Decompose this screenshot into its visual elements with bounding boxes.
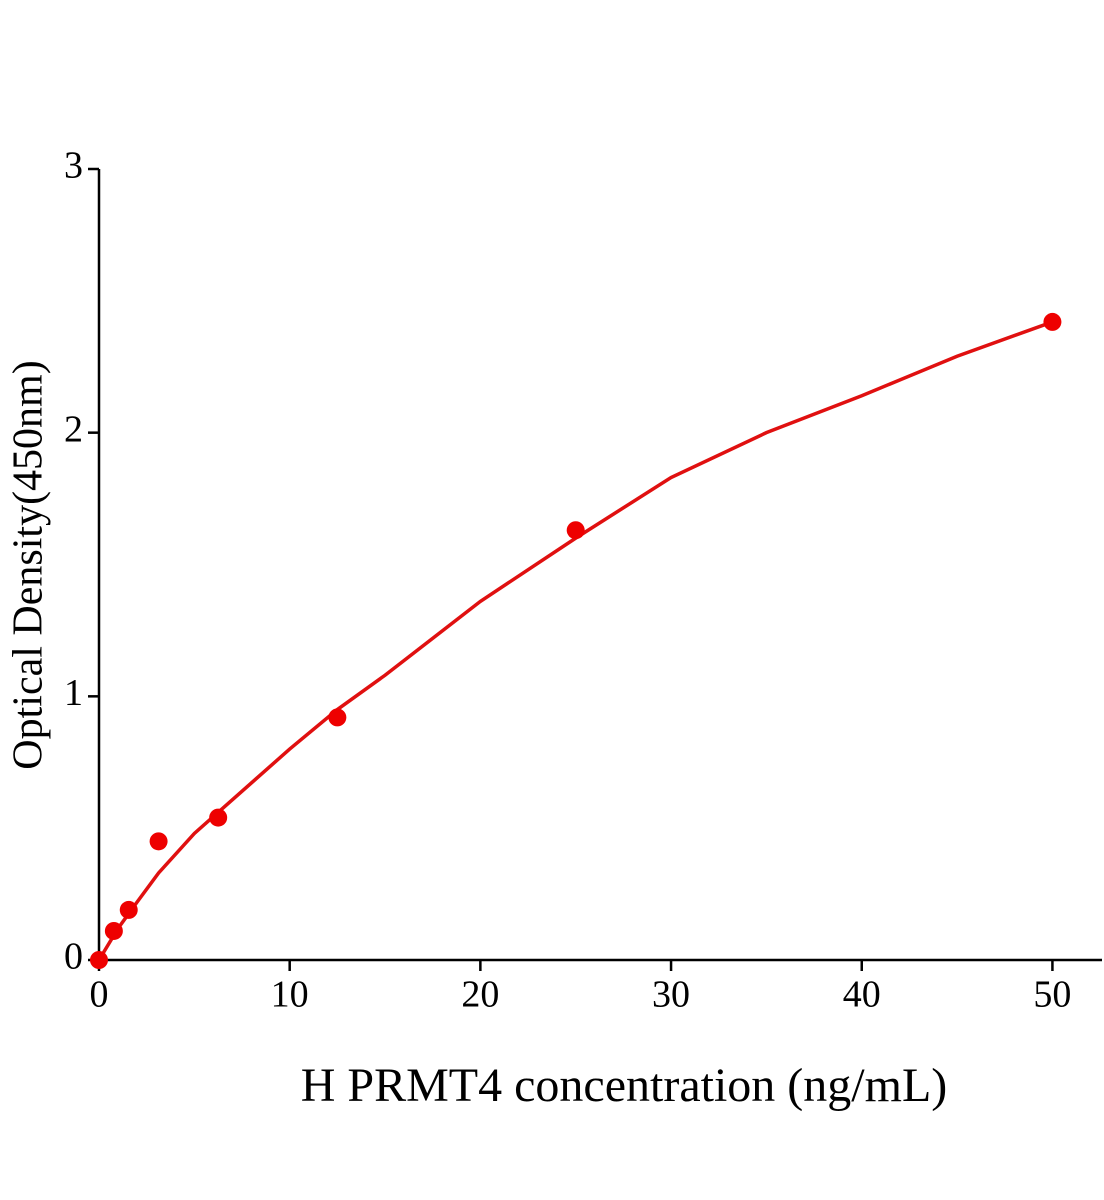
x-tick-label: 20 <box>461 974 499 1016</box>
fit-curve <box>97 320 1054 961</box>
y-tick-label: 1 <box>64 672 83 714</box>
y-tick-label: 0 <box>64 936 83 978</box>
data-point <box>209 808 228 827</box>
data-point <box>1043 312 1062 331</box>
data-point <box>566 521 585 540</box>
data-point <box>90 951 108 969</box>
y-axis-title: Optical Density(450nm) <box>6 360 52 769</box>
x-axis-title: H PRMT4 concentration (ng/mL) <box>301 1059 948 1112</box>
data-point <box>328 708 347 727</box>
y-tick-label: 2 <box>64 408 83 450</box>
x-tick-label: 30 <box>652 974 690 1016</box>
data-point <box>149 832 168 851</box>
x-tick-label: 10 <box>271 974 309 1016</box>
x-tick-label: 0 <box>90 974 109 1016</box>
x-tick-label: 50 <box>1033 974 1071 1016</box>
data-point <box>119 900 138 919</box>
data-point <box>104 921 123 940</box>
x-tick-label: 40 <box>843 974 881 1016</box>
y-tick-label: 3 <box>64 145 83 187</box>
